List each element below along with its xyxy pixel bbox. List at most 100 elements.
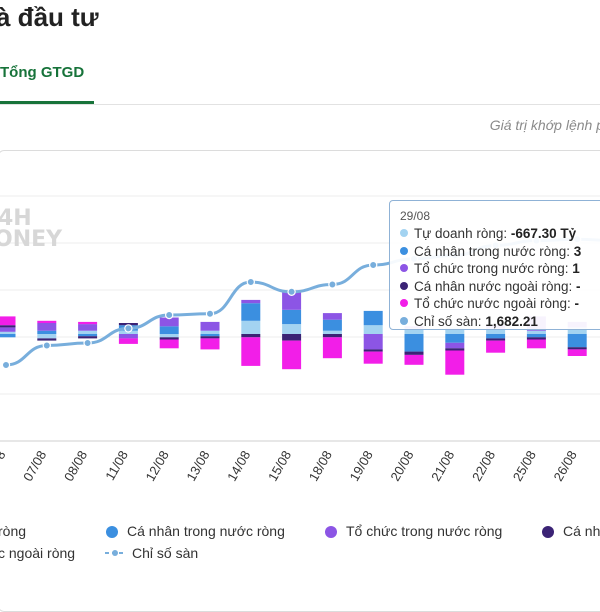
bar-tu-doanh[interactable] <box>526 330 546 334</box>
bar-ca-nhan-trong-nuoc[interactable] <box>78 334 98 337</box>
bar-tu-doanh[interactable] <box>78 330 98 334</box>
tooltip-row-ca-nhan-nuoc-ngoai: Cá nhân nước ngoài ròng: - <box>400 278 600 296</box>
bar-to-chuc-nuoc-ngoai[interactable] <box>445 350 465 375</box>
bar-to-chuc-nuoc-ngoai[interactable] <box>241 337 261 366</box>
bar-to-chuc-trong-nuoc[interactable] <box>37 323 57 331</box>
bar-ca-nhan-nuoc-ngoai[interactable] <box>526 337 546 340</box>
bar-ca-nhan-nuoc-ngoai[interactable] <box>78 336 98 339</box>
bar-ca-nhan-trong-nuoc[interactable] <box>159 326 179 334</box>
bar-to-chuc-nuoc-ngoai[interactable] <box>282 340 302 370</box>
bar-ca-nhan-nuoc-ngoai[interactable] <box>241 334 261 338</box>
index-point[interactable] <box>369 260 378 270</box>
bar-tu-doanh[interactable] <box>37 334 57 339</box>
bar-ca-nhan-nuoc-ngoai[interactable] <box>486 338 506 341</box>
index-point[interactable] <box>83 338 92 348</box>
bar-ca-nhan-trong-nuoc[interactable] <box>363 310 383 326</box>
legend-item-to-chuc-trong-nuoc[interactable]: Tổ chức trong nước ròng <box>325 523 502 539</box>
bar-ca-nhan-trong-nuoc[interactable] <box>37 330 57 334</box>
chart-watermark: 4H ONEY <box>0 206 63 252</box>
bar-to-chuc-nuoc-ngoai[interactable] <box>363 351 383 364</box>
bar-ca-nhan-nuoc-ngoai[interactable] <box>567 347 587 350</box>
bar-ca-nhan-nuoc-ngoai[interactable] <box>0 325 16 328</box>
index-point[interactable] <box>124 324 133 333</box>
bar-ca-nhan-nuoc-ngoai[interactable] <box>118 323 138 326</box>
tooltip-dot <box>400 281 408 290</box>
bar-to-chuc-nuoc-ngoai[interactable] <box>322 337 342 359</box>
tab-tong-gtgd[interactable]: Tổng GTGD <box>0 64 85 81</box>
legend-dot <box>542 526 554 538</box>
bar-ca-nhan-trong-nuoc[interactable] <box>322 319 342 331</box>
bar-tu-doanh[interactable] <box>363 325 383 334</box>
legend-item-partial[interactable]: ròng <box>0 523 26 539</box>
bar-to-chuc-trong-nuoc[interactable] <box>322 313 342 320</box>
legend-item-chi-so-san[interactable]: Chỉ số sàn <box>104 545 198 561</box>
tooltip-row-to-chuc-trong-nuoc: Tổ chức trong nước ròng: 1 <box>400 260 600 278</box>
bar-tu-doanh[interactable] <box>404 328 424 335</box>
legend-item-ca-nhan-nuoc-ngoai[interactable]: Cá nhâ <box>542 523 600 539</box>
bar-to-chuc-trong-nuoc[interactable] <box>200 321 220 331</box>
bar-to-chuc-trong-nuoc[interactable] <box>282 292 302 310</box>
bar-tu-doanh[interactable] <box>200 330 220 334</box>
bar-to-chuc-trong-nuoc[interactable] <box>159 317 179 327</box>
bar-to-chuc-trong-nuoc[interactable] <box>118 334 138 339</box>
bar-tu-doanh[interactable] <box>445 327 465 334</box>
index-point[interactable] <box>246 277 255 287</box>
bar-ca-nhan-nuoc-ngoai[interactable] <box>404 351 424 355</box>
bar-to-chuc-nuoc-ngoai[interactable] <box>567 349 587 356</box>
tooltip-dot <box>400 264 408 272</box>
bar-ca-nhan-nuoc-ngoai[interactable] <box>37 338 57 341</box>
index-point[interactable] <box>287 287 296 296</box>
index-point[interactable] <box>328 280 337 289</box>
index-point[interactable] <box>164 310 174 320</box>
bar-to-chuc-nuoc-ngoai[interactable] <box>486 340 506 353</box>
bar-to-chuc-nuoc-ngoai[interactable] <box>200 338 220 350</box>
index-point[interactable] <box>205 309 215 318</box>
bar-tu-doanh[interactable] <box>567 327 587 334</box>
bar-tu-doanh[interactable] <box>0 331 16 334</box>
bar-to-chuc-trong-nuoc[interactable] <box>445 342 465 349</box>
tooltip-dot <box>400 229 408 237</box>
chart-bars <box>0 292 587 375</box>
bar-ca-nhan-nuoc-ngoai[interactable] <box>200 336 220 339</box>
bar-to-chuc-trong-nuoc[interactable] <box>78 324 98 331</box>
bar-ca-nhan-trong-nuoc[interactable] <box>200 334 220 337</box>
bar-tu-doanh[interactable] <box>322 330 342 334</box>
index-point[interactable] <box>1 360 11 370</box>
bar-ca-nhan-trong-nuoc[interactable] <box>241 303 261 321</box>
legend-item-to-chuc-nuoc-ngoai[interactable]: c ngoài ròng <box>0 545 75 561</box>
chart-tooltip: 29/08 Tự doanh ròng: -667.30 Tỷ Cá nhân … <box>389 200 600 330</box>
bar-ca-nhan-trong-nuoc[interactable] <box>404 334 424 352</box>
bar-to-chuc-nuoc-ngoai[interactable] <box>0 316 16 326</box>
legend-item-ca-nhan-trong-nuoc[interactable]: Cá nhân trong nước ròng <box>106 523 285 539</box>
bar-ca-nhan-nuoc-ngoai[interactable] <box>363 349 383 352</box>
bar-ca-nhan-trong-nuoc[interactable] <box>0 334 16 338</box>
bar-ca-nhan-trong-nuoc[interactable] <box>526 334 546 338</box>
bar-ca-nhan-trong-nuoc[interactable] <box>445 334 465 343</box>
bar-to-chuc-nuoc-ngoai[interactable] <box>159 339 179 349</box>
bar-to-chuc-trong-nuoc[interactable] <box>363 334 383 350</box>
bar-ca-nhan-trong-nuoc[interactable] <box>282 309 302 325</box>
bar-to-chuc-nuoc-ngoai[interactable] <box>404 354 424 365</box>
bar-tu-doanh[interactable] <box>159 334 179 338</box>
index-point[interactable] <box>42 341 52 350</box>
bar-to-chuc-trong-nuoc[interactable] <box>241 299 261 304</box>
tooltip-value: 1 <box>572 261 580 276</box>
bar-to-chuc-nuoc-ngoai[interactable] <box>118 338 138 344</box>
bar-ca-nhan-trong-nuoc[interactable] <box>486 334 506 339</box>
bar-tu-doanh[interactable] <box>486 328 506 335</box>
bar-to-chuc-nuoc-ngoai[interactable] <box>78 321 98 325</box>
bar-ca-nhan-trong-nuoc[interactable] <box>567 334 587 348</box>
bar-tu-doanh[interactable] <box>282 324 302 334</box>
bar-ca-nhan-nuoc-ngoai[interactable] <box>322 334 342 338</box>
legend-label: c ngoài ròng <box>0 545 76 561</box>
tooltip-dot <box>400 299 408 307</box>
bar-ca-nhan-nuoc-ngoai[interactable] <box>159 337 179 340</box>
bar-to-chuc-trong-nuoc[interactable] <box>0 327 16 332</box>
x-tick-label: 08/08 <box>61 448 90 484</box>
bar-ca-nhan-nuoc-ngoai[interactable] <box>282 334 302 341</box>
bar-tu-doanh[interactable] <box>241 320 261 334</box>
bar-to-chuc-nuoc-ngoai[interactable] <box>526 339 546 349</box>
x-tick-label: 26/08 <box>551 448 580 484</box>
bar-to-chuc-nuoc-ngoai[interactable] <box>37 320 57 323</box>
bar-ca-nhan-nuoc-ngoai[interactable] <box>445 348 465 351</box>
